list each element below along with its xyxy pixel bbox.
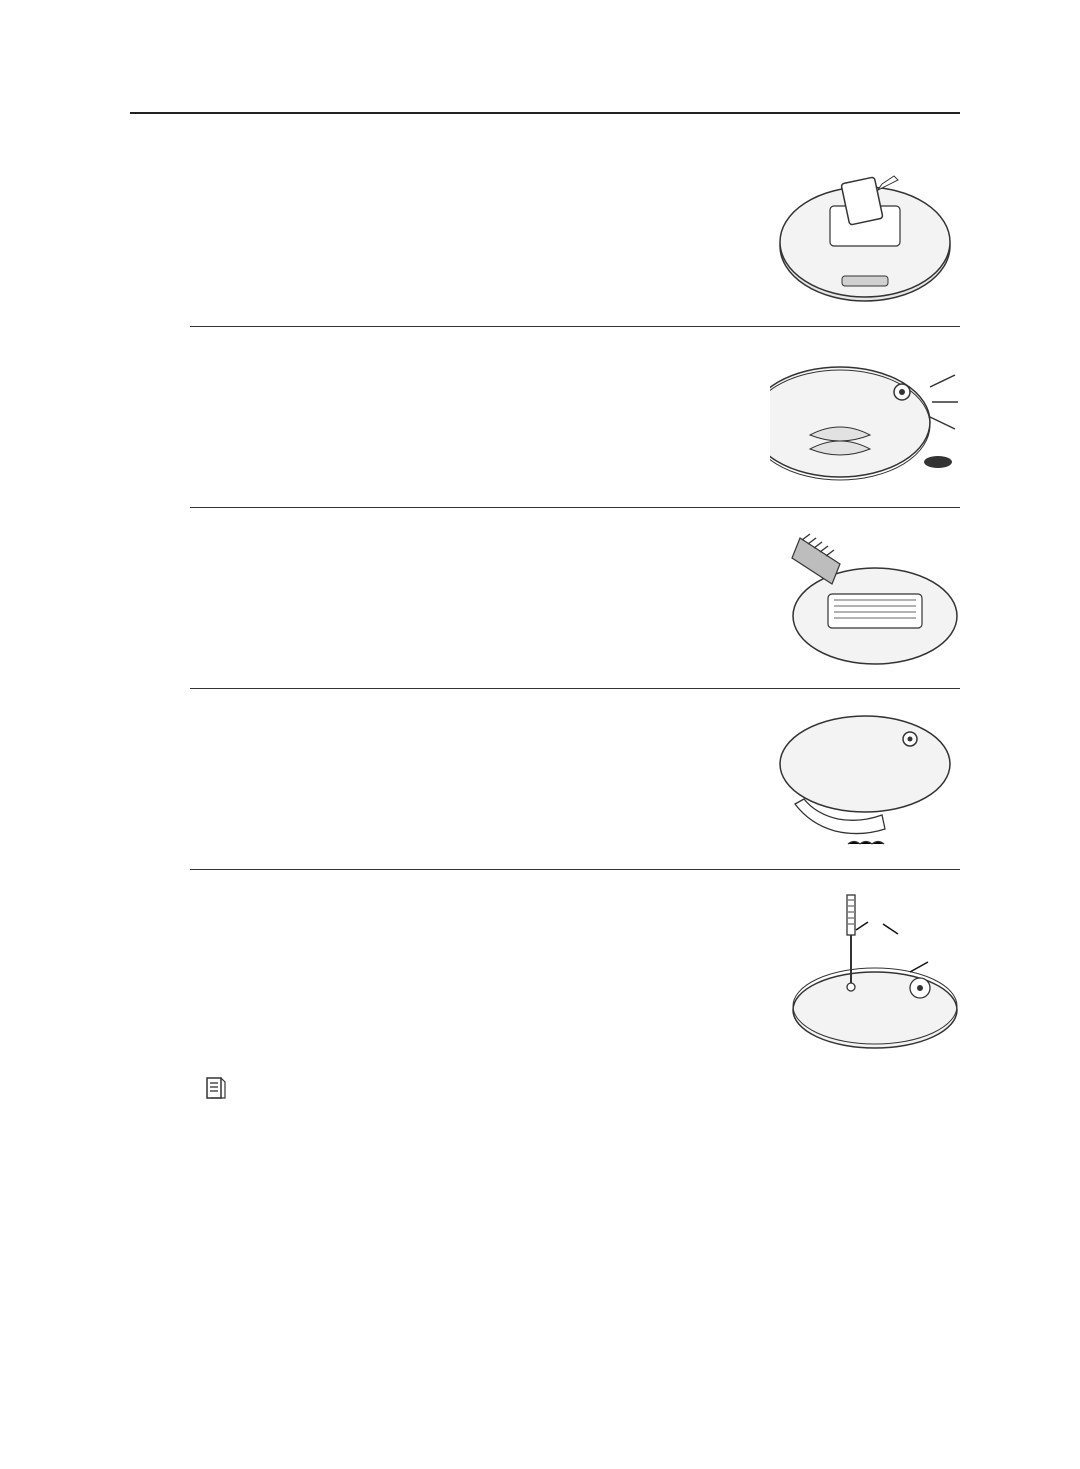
divider: [190, 688, 960, 689]
step-1-illustration: [770, 347, 960, 487]
step-2-block: [190, 516, 960, 680]
step-4-illustration: [770, 890, 960, 1050]
step-3-block: [190, 697, 960, 861]
intro-illustration: [770, 146, 960, 306]
robot-screwdriver-icon: [770, 890, 960, 1050]
manual-page: [0, 0, 1080, 1469]
robot-rotate-brush-icon: [770, 709, 960, 849]
step-2-illustration: [770, 528, 960, 668]
divider: [190, 869, 960, 870]
page-title: [130, 110, 960, 114]
divider: [190, 507, 960, 508]
step-3-illustration: [770, 709, 960, 849]
divider: [190, 326, 960, 327]
robot-top-switch-icon: [770, 146, 960, 306]
content-column: [130, 134, 960, 1102]
robot-side-brush-icon: [770, 347, 960, 487]
step-1-block: [190, 335, 960, 499]
note-icon-column: [190, 1076, 242, 1102]
note-icon: [205, 1076, 227, 1100]
step-4-block: [190, 878, 960, 1062]
robot-wipe-brush-icon: [770, 528, 960, 668]
note-block: [190, 1076, 960, 1102]
intro-block: [190, 134, 960, 318]
